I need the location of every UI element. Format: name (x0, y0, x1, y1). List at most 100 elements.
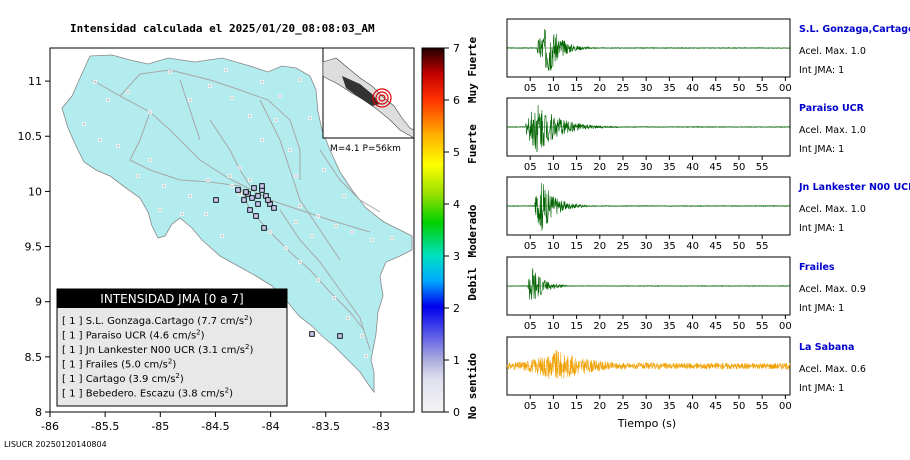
town-marker (188, 98, 192, 102)
waveform-x-tick-label: 45 (709, 321, 722, 332)
town-marker (220, 234, 224, 238)
map-x-tick-label: -84.5 (201, 420, 229, 433)
map-y-tick-label: 10.5 (18, 130, 43, 143)
waveform-trace (506, 268, 791, 300)
waveform-x-tick-label: 50 (733, 241, 746, 252)
waveform-panel: 05 10 15 20 25 30 35 40 45 50 55 Paraiso UCR Acel. M… (506, 97, 866, 173)
station-markers (213, 183, 343, 339)
colorbar-tick-label: 5 (453, 146, 460, 159)
legend-unit-exp: 2 (168, 358, 172, 366)
waveform-x-tick-label: 05 (524, 241, 537, 252)
legend-header (57, 289, 287, 308)
legend-level: [ 1 ] (62, 345, 86, 356)
legend-unit-exp: 2 (245, 343, 249, 351)
x-axis-label: Tiempo (s) (617, 417, 676, 430)
waveform-x-tick-label: 05 (524, 83, 537, 94)
waveform-x-tick-label: 40 (686, 83, 699, 94)
town-marker (228, 174, 232, 178)
town-marker (370, 238, 374, 242)
town-marker (346, 316, 350, 320)
map-title: Intensidad calculada el 2025/01/20_08:08… (70, 22, 375, 35)
waveform-x-tick-label: 20 (593, 241, 606, 252)
waveform-trace (507, 182, 791, 231)
legend-station: Paraiso UCR (4.6 cm/s (86, 331, 196, 342)
station-marker (253, 213, 259, 219)
epicenter-ring-3 (372, 88, 392, 108)
legend-station: Cartago (3.9 cm/s (86, 374, 176, 385)
station-marker (255, 193, 261, 199)
waveform-x-tick-label: 35 (663, 162, 676, 173)
legend-station: Frailes (5.0 cm/s (86, 360, 168, 371)
waveform-x-tick-label: 25 (617, 321, 630, 332)
waveform-panel: 05 10 15 20 25 30 35 40 45 50 55 00 Frailes Acel. Max… (506, 256, 866, 332)
waveform-x-tick-label: 05 (524, 321, 537, 332)
legend-level: [ 1 ] (62, 389, 86, 400)
station-marker (309, 331, 315, 337)
map-x-tick-label: -85.5 (91, 420, 119, 433)
station-accel: Acel. Max. 0.9 (799, 284, 866, 295)
waveform-x-tick-label: 30 (640, 83, 653, 94)
map-x-tick-label: -86 (41, 420, 59, 433)
station-marker (265, 197, 271, 203)
road-network (91, 69, 381, 351)
legend-title: INTENSIDAD JMA [0 a 7] (100, 292, 243, 306)
town-marker (274, 118, 278, 122)
town-marker (308, 116, 312, 120)
colorbar-category-label: Debil (466, 267, 479, 300)
inset-map: M=4.1 P=56km (322, 47, 415, 154)
town-marker (248, 178, 252, 182)
map-y-tick-label: 8.5 (25, 351, 43, 364)
town-marker (188, 194, 192, 198)
map-y-tick-label: 10 (28, 185, 42, 198)
colorbar-tick-label: 6 (453, 94, 460, 107)
waveform-x-tick-label: 50 (733, 321, 746, 332)
town-marker (238, 192, 242, 196)
town-marker (350, 230, 354, 234)
legend-row: [ 1 ] Paraiso UCR (4.6 cm/s2) (62, 329, 205, 342)
town-marker (260, 138, 264, 142)
town-marker (180, 212, 184, 216)
town-marker (126, 90, 130, 94)
footer-id: LISUCR 20250120140804 (4, 440, 107, 449)
town-marker (136, 174, 140, 178)
waveform-x-tick-label: 10 (547, 241, 560, 252)
town-marker (208, 84, 212, 88)
legend-box (56, 288, 288, 407)
station-marker (213, 197, 219, 203)
waveform-trace (506, 350, 791, 379)
intensity-colorbar: 0 1 2 3 4 5 6 7 No sentido Debil Moderado Fuerte Mu… (421, 37, 479, 419)
inset-costa-rica (342, 76, 380, 106)
waveform-x-tick-label: 25 (617, 162, 630, 173)
colorbar-tick-label: 4 (453, 198, 460, 211)
station-marker (255, 201, 261, 207)
colorbar-category-label: Fuerte (466, 124, 479, 164)
waveform-x-tick-label: 45 (709, 162, 722, 173)
town-marker (98, 138, 102, 142)
waveform-trace (506, 28, 791, 72)
town-marker (162, 184, 166, 188)
colorbar-tick-label: 2 (453, 302, 460, 315)
legend-row: [ 1 ] Cartago (3.9 cm/s2) (62, 372, 184, 385)
waveform-x-tick-label: 15 (570, 241, 583, 252)
map-x-tick-label: -83.5 (312, 420, 340, 433)
map-frame (49, 47, 415, 413)
station-marker (271, 205, 277, 211)
map-x-tick-label: -85 (151, 420, 169, 433)
map-panel: M=4.1 P=56km -86 -85.5 -85 -84.5 -84 -83.5 -83… (18, 47, 415, 433)
map-x-ticks: -86 -85.5 -85 -84.5 -84 -83.5 -83 (41, 412, 390, 433)
waveform-x-tick-label: 20 (593, 321, 606, 332)
map-y-tick-label: 9 (35, 296, 42, 309)
town-marker (93, 80, 97, 84)
legend-close: ) (172, 360, 176, 371)
station-name: Frailes (799, 262, 835, 273)
town-marker (82, 122, 86, 126)
waveform-x-tick-label: 15 (570, 162, 583, 173)
station-marker (235, 187, 241, 193)
waveform-x-tick-label: 30 (640, 241, 653, 252)
waveform-x-tick-label: 50 (733, 83, 746, 94)
town-marker (298, 78, 302, 82)
map-y-tick-label: 11 (28, 75, 42, 88)
waveform-x-tick-label: 15 (570, 83, 583, 94)
station-intensity: Int JMA: 1 (799, 223, 844, 234)
epicenter-ring-2 (375, 91, 389, 105)
